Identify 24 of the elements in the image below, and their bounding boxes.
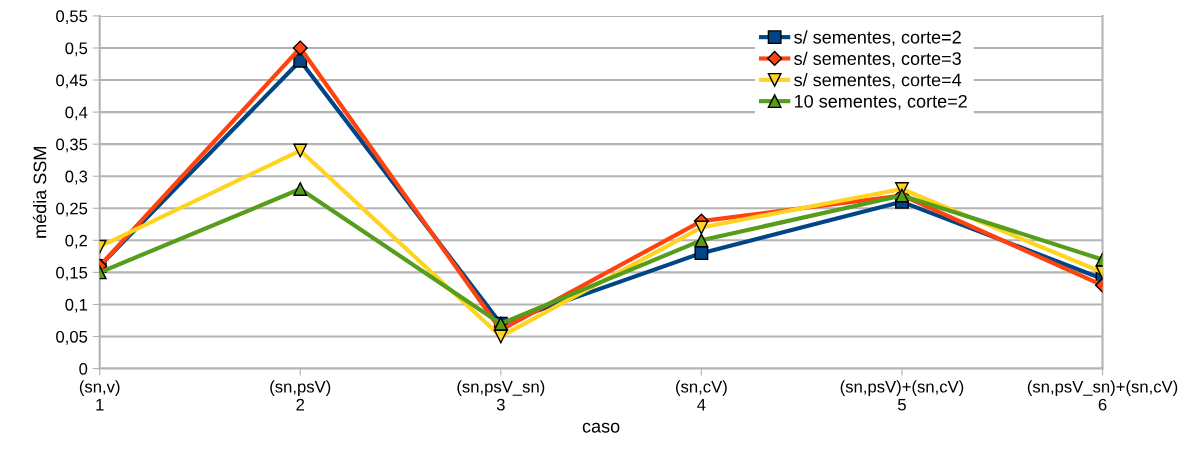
y-tick-label: 0,45 — [56, 74, 88, 89]
x-axis-title: caso — [582, 422, 620, 433]
y-tick-label: 0,05 — [56, 330, 88, 345]
y-axis-title: média SSM — [32, 147, 47, 238]
legend-label: s/ sementes, corte=3 — [794, 51, 961, 68]
legend-label: 10 sementes, corte=2 — [794, 94, 967, 110]
legend-label: s/ sementes, corte=4 — [794, 73, 962, 89]
y-tick-label: 0 — [79, 362, 88, 375]
y-tick-label: 0,4 — [65, 106, 88, 121]
x-tick-label: (sn,v) 1 — [79, 380, 120, 411]
x-tick-label: (sn,psV_sn)+(sn,cV) 6 — [1027, 380, 1178, 411]
x-tick-label: (sn,psV_sn) 3 — [457, 380, 545, 411]
y-tick-label: 0,55 — [56, 10, 88, 25]
y-tick-label: 0,1 — [65, 298, 88, 313]
y-tick-label: 0,5 — [65, 42, 88, 57]
x-tick-label: (sn,cV) 4 — [676, 380, 727, 411]
x-tick-label: (sn,psV)+(sn,cV) 5 — [840, 380, 964, 411]
legend-label: s/ sementes, corte=2 — [794, 30, 961, 46]
y-tick-label: 0,25 — [56, 202, 88, 217]
x-tick-label: (sn,psV) 2 — [270, 380, 331, 411]
y-tick-label: 0,15 — [56, 266, 88, 281]
y-tick-label: 0,3 — [65, 170, 88, 185]
y-tick-label: 0,35 — [56, 138, 88, 153]
y-tick-label: 0,2 — [65, 234, 88, 249]
